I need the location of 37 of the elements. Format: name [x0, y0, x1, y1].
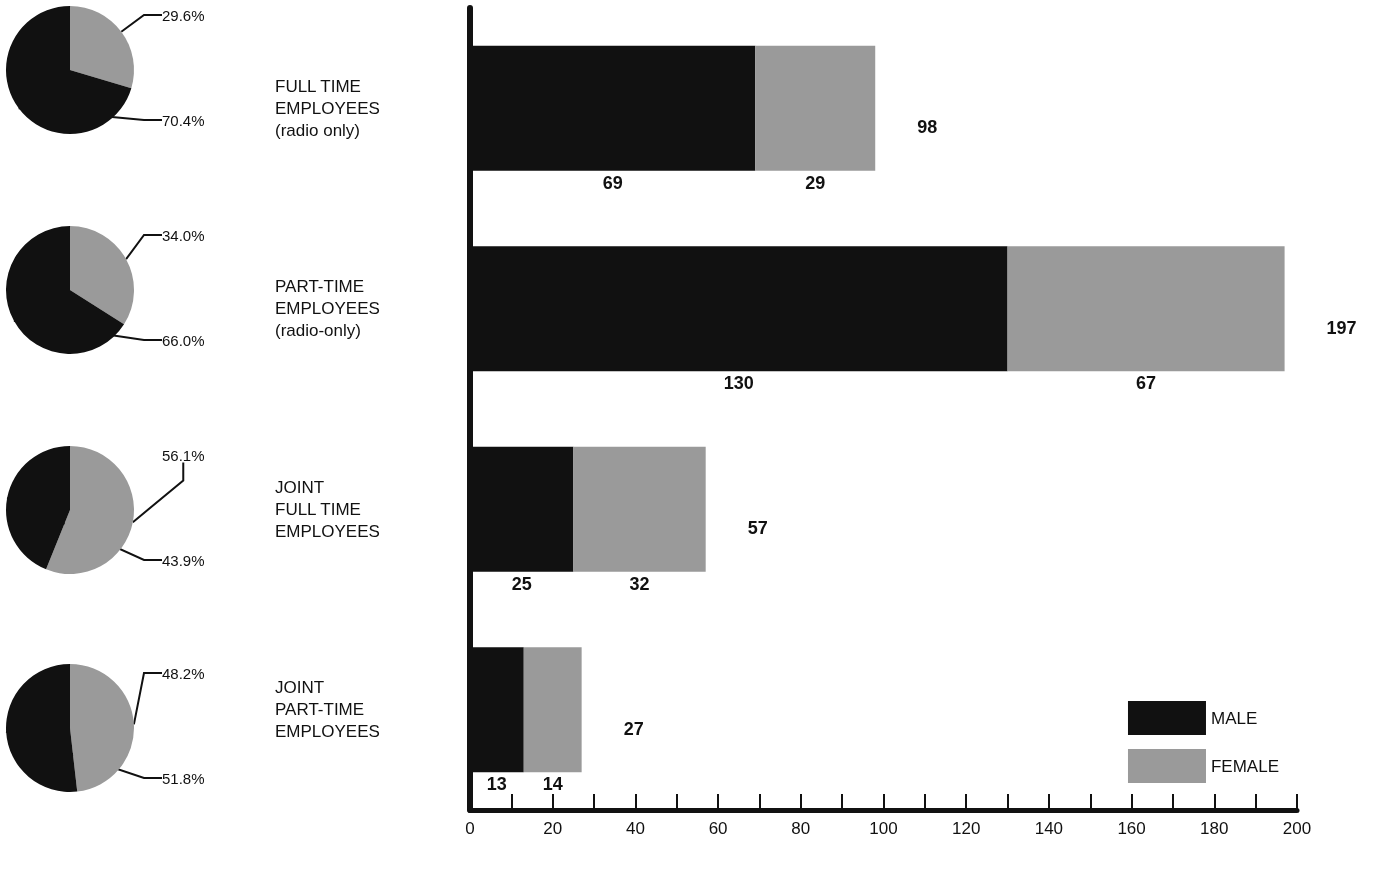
total-label: 27	[623, 718, 644, 739]
y-tick-label: JOINT FULL TIME EMPLOYEES	[275, 477, 380, 541]
x-tick-label: 120	[952, 819, 981, 838]
total-label: 98	[917, 117, 938, 138]
data-label: 66.0%	[162, 331, 205, 349]
x-tick-label: 160	[1117, 819, 1146, 838]
data-label: 32	[629, 573, 650, 594]
data-label: 130	[723, 373, 754, 394]
total-label: 57	[747, 518, 768, 539]
data-label: 34.0%	[162, 226, 205, 244]
data-label: 13	[486, 774, 507, 795]
x-tick-label: 60	[708, 819, 728, 838]
x-tick-label: 80	[791, 819, 811, 838]
x-tick-label: 0	[465, 819, 475, 838]
legend-label: MALE	[1210, 708, 1258, 728]
x-tick-label: 180	[1200, 819, 1229, 838]
data-label: 48.2%	[162, 664, 205, 682]
y-tick-label: FULL TIME EMPLOYEES (radio only)	[275, 76, 380, 140]
data-label: 43.9%	[162, 551, 205, 569]
data-label: 29.6%	[162, 6, 205, 24]
x-tick-label: 100	[869, 819, 898, 838]
y-tick-label: PART-TIME EMPLOYEES (radio-only)	[275, 277, 380, 341]
x-tick-label: 20	[543, 819, 563, 838]
data-label: 51.8%	[162, 769, 205, 787]
data-label: 67	[1136, 373, 1157, 394]
y-tick-label: JOINT PART-TIME EMPLOYEES	[275, 678, 380, 742]
x-tick-label: 200	[1282, 819, 1312, 838]
data-label: 70.4%	[162, 111, 205, 129]
legend-label: FEMALE	[1210, 756, 1280, 776]
data-label: 14	[542, 774, 563, 795]
data-label: 56.1%	[162, 446, 205, 464]
data-label: 69	[602, 172, 623, 193]
total-label: 197	[1326, 317, 1357, 338]
data-label: 29	[805, 172, 826, 193]
x-tick-label: 40	[625, 819, 645, 838]
data-label: 25	[511, 573, 532, 594]
x-tick-label: 140	[1034, 819, 1064, 838]
